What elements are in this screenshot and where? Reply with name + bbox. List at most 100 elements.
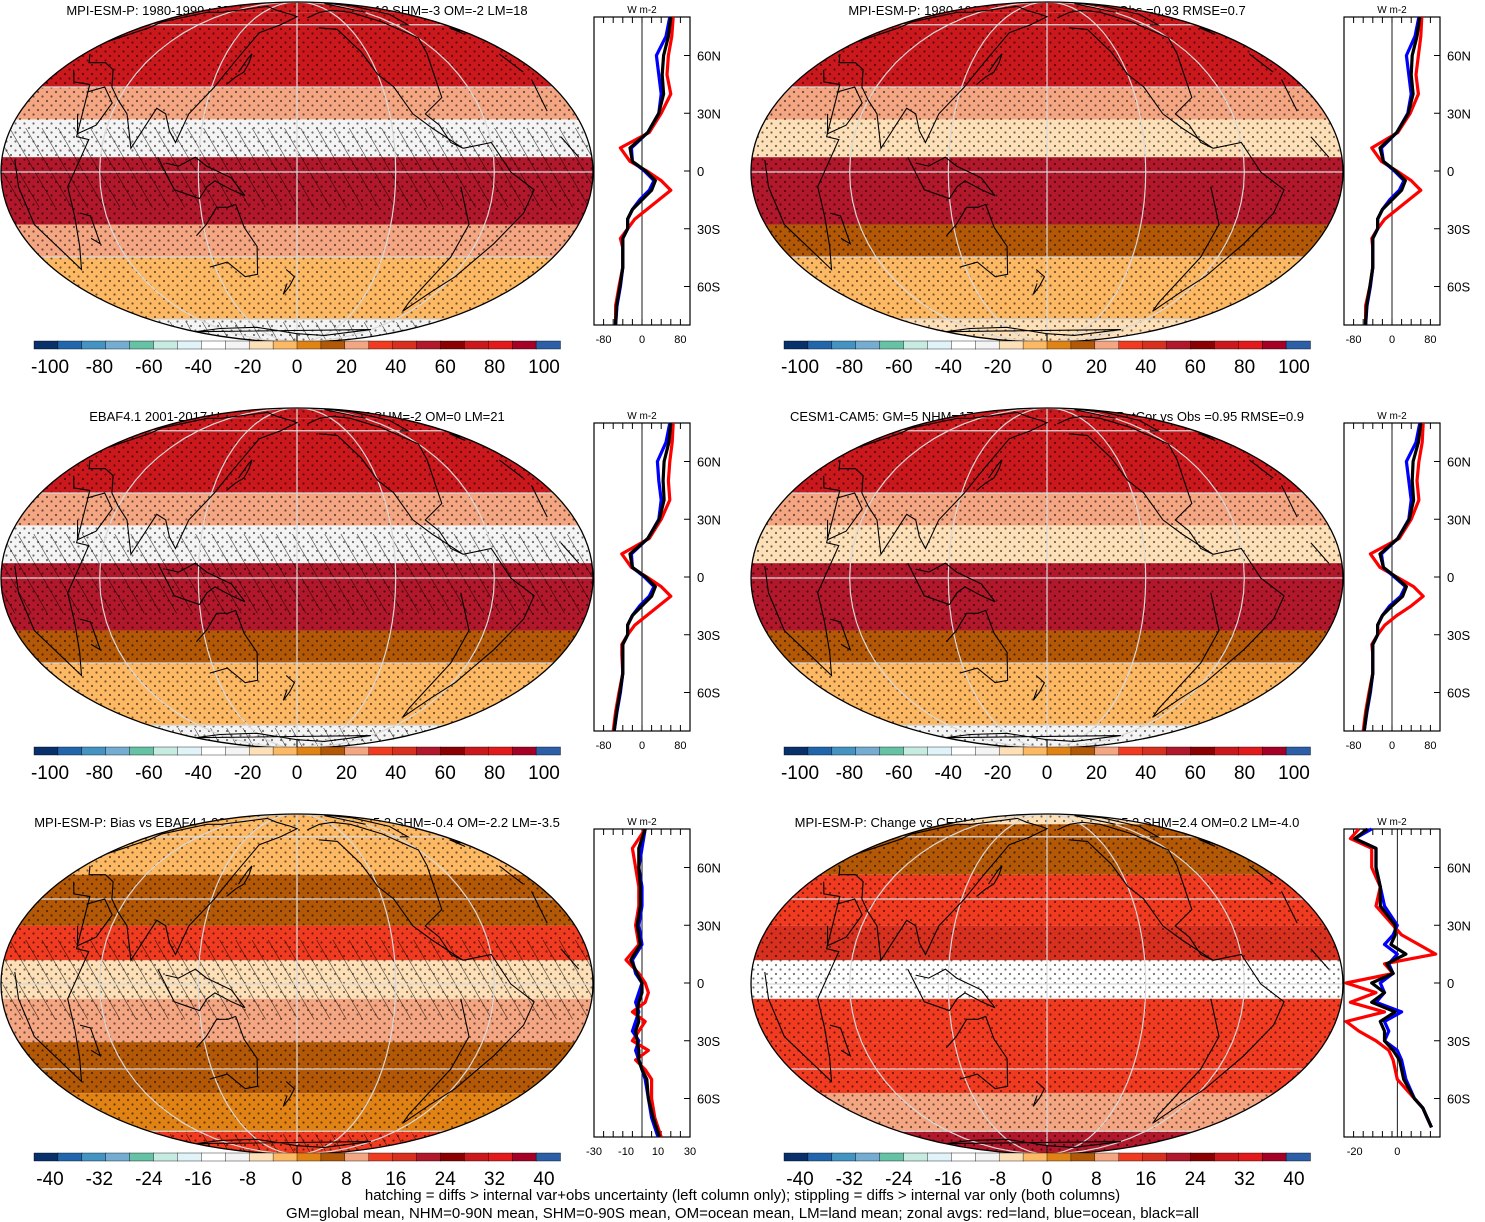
colorbar-swatch <box>248 1152 274 1162</box>
colorbar-tick-label: 40 <box>385 763 406 784</box>
coastline-australia <box>945 609 1009 684</box>
colorbar-swatch <box>879 340 905 350</box>
coastline-uk <box>1199 433 1216 442</box>
coastline-arabia <box>76 898 113 947</box>
zonal-series-all <box>1353 827 1433 1129</box>
colorbar-swatch <box>201 340 226 350</box>
graticule-lon <box>296 408 495 748</box>
coastline-indonesia <box>157 562 246 606</box>
colorbar-tick-label: -20 <box>234 763 261 784</box>
colorbar-swatch <box>1166 746 1192 756</box>
colorbar-swatch <box>153 746 179 756</box>
colorbar-tick-label: -8 <box>239 1169 256 1187</box>
zonal-x-label: -20 <box>1347 1146 1363 1158</box>
colorbar-swatch <box>1118 1152 1144 1162</box>
zonal-lat-label: 30S <box>1447 222 1470 237</box>
graticule-lon <box>197 408 298 748</box>
colorbar-tick-label: 32 <box>484 1169 505 1187</box>
zonal-lat-label: 30S <box>697 222 720 237</box>
colorbar-tick-label: -20 <box>984 763 1011 784</box>
colorbar-swatch <box>951 746 976 756</box>
colorbar-tick-label: -100 <box>781 357 819 378</box>
colorbar-tick-label: 0 <box>292 357 303 378</box>
colorbar-swatch <box>783 340 809 350</box>
coastline-uk <box>449 839 466 848</box>
coastline-antarctica <box>195 1138 371 1154</box>
colorbar-swatch <box>1094 1152 1120 1162</box>
zonal-lat-label: 60N <box>697 861 721 876</box>
coastline-uk <box>1199 27 1216 36</box>
zonal-lat-label: 30N <box>697 512 721 527</box>
colorbar-swatch <box>951 340 976 350</box>
zonal-lat-label: 60N <box>697 455 721 470</box>
colorbar-swatch <box>1190 1152 1216 1162</box>
colorbar-swatch <box>511 746 537 756</box>
colorbar-tick-label: -20 <box>984 357 1011 378</box>
colorbar-swatch <box>807 340 833 350</box>
colorbar-swatch <box>1142 340 1168 350</box>
colorbar-tick-label: -40 <box>36 1169 63 1187</box>
colorbar-swatch <box>201 1152 226 1162</box>
colorbar-swatch <box>225 746 250 756</box>
graticule-lon <box>99 814 298 1154</box>
coastline-nz <box>282 269 296 295</box>
coastline-madagascar <box>829 618 852 652</box>
colorbar-tick-label: 40 <box>1283 1169 1304 1187</box>
graticule-lon <box>99 2 298 342</box>
colorbar-swatch <box>975 1152 1000 1162</box>
panel-p1: MPI-ESM-P: 1980-1999 : JJA-DJF : rlut GM… <box>0 1 721 378</box>
colorbar-tick-label: 40 <box>385 357 406 378</box>
colorbar-swatch <box>225 340 250 350</box>
colorbar-swatch <box>440 340 466 350</box>
graticule-lon <box>1046 2 1147 342</box>
zonal-series-all <box>1362 422 1423 732</box>
panel-p3: EBAF4.1 2001-2017 Uncer=5%: GM=6 NHM=17 … <box>0 407 721 784</box>
colorbar-tick-label: -60 <box>885 763 912 784</box>
zonal-x-label: 0 <box>639 334 645 346</box>
colorbar-swatch <box>1022 746 1048 756</box>
zonal-x-label: 80 <box>1424 334 1436 346</box>
zonal-lat-label: 60S <box>1447 280 1470 295</box>
colorbar-swatch <box>225 1152 250 1162</box>
colorbar-swatch <box>951 1152 976 1162</box>
zonal-lat-label: 60S <box>697 686 720 701</box>
coastline-australia <box>945 1015 1009 1090</box>
colorbar-swatch <box>296 340 322 350</box>
coastline-northAmerica <box>307 415 464 555</box>
colorbar-swatch <box>1118 340 1144 350</box>
colorbar-tick-label: -8 <box>989 1169 1006 1187</box>
colorbar-swatch <box>927 340 953 350</box>
colorbar-swatch <box>1022 1152 1048 1162</box>
colorbar-tick-label: -24 <box>885 1169 913 1187</box>
colorbar-tick-label: 100 <box>528 357 560 378</box>
colorbar-swatch <box>344 1152 370 1162</box>
coastline-japan <box>976 459 1003 491</box>
coastline-africa <box>14 881 580 1083</box>
coastline-madagascar <box>79 212 102 246</box>
zonal-lat-label: 60N <box>1447 861 1471 876</box>
colorbar-swatch <box>879 1152 905 1162</box>
colorbar-swatch <box>1285 1152 1311 1162</box>
zonal-lat-label: 30S <box>697 1034 720 1049</box>
graticule-lon <box>296 2 495 342</box>
colorbar-swatch <box>392 746 418 756</box>
colorbar-swatch <box>535 746 561 756</box>
zonal-x-label: 80 <box>674 334 686 346</box>
colorbar-tick-label: 60 <box>435 763 456 784</box>
coastline-uk <box>449 27 466 36</box>
colorbar-swatch <box>272 746 298 756</box>
colorbar-swatch <box>1046 746 1072 756</box>
zonal-x-label: 0 <box>1394 1146 1400 1158</box>
zonal-unit-label: W m-2 <box>1377 817 1407 828</box>
zonal-lat-label: 60S <box>697 280 720 295</box>
panel-p4: CESM1-CAM5: GM=5 NHM=17 SHM=-5 OM=-2 LM=… <box>750 407 1471 784</box>
colorbar-swatch <box>1142 746 1168 756</box>
colorbar-swatch <box>320 340 346 350</box>
colorbar-swatch <box>33 1152 59 1162</box>
coastline-greenland <box>1074 814 1161 838</box>
colorbar-swatch <box>975 340 1000 350</box>
zonal-x-label: 0 <box>1389 740 1395 752</box>
colorbar-tick-label: 0 <box>292 1169 303 1187</box>
coastline-africa <box>764 881 1330 1083</box>
colorbar-swatch <box>153 1152 179 1162</box>
